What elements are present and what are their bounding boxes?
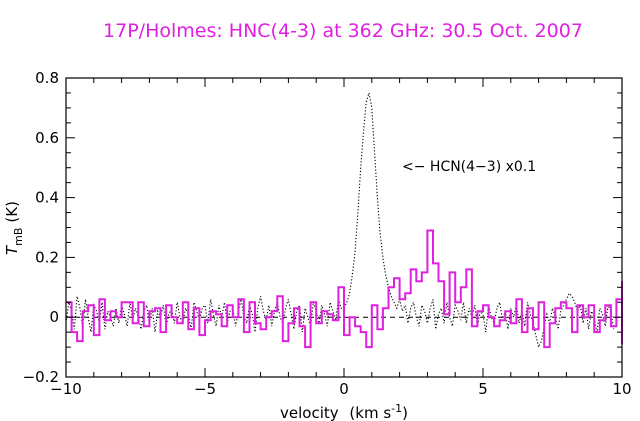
x-axis-label-name: velocity: [280, 404, 339, 421]
x-axis-label-unit: (km s: [349, 404, 391, 421]
x-tick-label: 5: [478, 380, 488, 398]
axis-tick-labels: −10 −5 0 5 10 −0.2 0 0.2 0.4 0.6 0.8: [23, 69, 632, 398]
x-tick-label: 10: [612, 380, 631, 398]
x-axis-label: velocity (km s-1): [280, 402, 408, 421]
series-hnc-step-line: [66, 229, 623, 349]
y-axis-label-sub: mB: [12, 228, 25, 246]
x-tick-label: 0: [339, 380, 349, 398]
y-tick-label: 0: [49, 308, 59, 326]
y-tick-label: 0.4: [35, 189, 59, 207]
y-axis-label-symbol: T: [3, 244, 21, 255]
plot-frame: [65, 77, 623, 378]
x-tick-label: −10: [50, 380, 82, 398]
annotation-hcn: <− HCN(4−3) x0.1: [402, 159, 536, 175]
x-tick-label: −5: [194, 380, 216, 398]
x-axis-label-close: ): [402, 404, 408, 421]
y-tick-label: −0.2: [23, 368, 59, 386]
y-tick-label: 0.6: [35, 129, 59, 147]
y-tick-label: 0.8: [35, 69, 59, 87]
x-axis-label-unit-sup: -1: [391, 402, 402, 415]
chart-title: 17P/Holmes: HNC(4-3) at 362 GHz: 30.5 Oc…: [103, 20, 583, 42]
y-tick-label: 0.2: [35, 248, 59, 266]
y-axis-label-unit: (K): [3, 201, 21, 223]
y-axis-label: TmB (K): [3, 201, 25, 255]
plot-lines: [65, 92, 623, 349]
axis-ticks: [65, 77, 623, 378]
